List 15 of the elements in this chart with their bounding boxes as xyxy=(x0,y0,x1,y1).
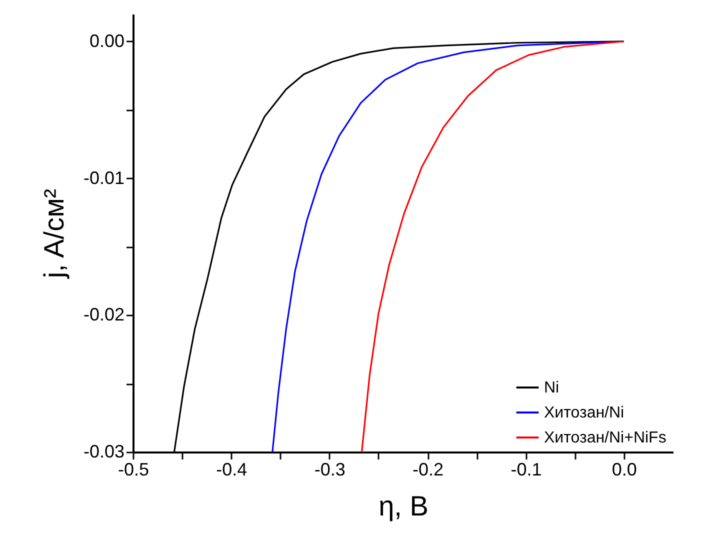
y-tick-label: -0.01 xyxy=(83,168,124,188)
legend-label: Ni xyxy=(544,380,560,396)
x-tick-label: -0.4 xyxy=(216,460,248,480)
x-tick-label: -0.1 xyxy=(510,460,542,480)
x-tick-label: -0.3 xyxy=(314,460,346,480)
x-tick-label: 0.0 xyxy=(612,460,637,480)
y-tick-label: -0.03 xyxy=(83,442,124,462)
y-tick-label: 0.00 xyxy=(89,30,124,51)
y-tick-label: -0.02 xyxy=(83,304,124,325)
legend-label: Хитозан/Ni+NiFs xyxy=(544,430,666,446)
y-axis-title: j, A/см² xyxy=(38,188,70,280)
x-tick-label: -0.5 xyxy=(118,460,150,480)
legend-label: Хитозан/Ni xyxy=(544,404,624,422)
x-tick-label: -0.2 xyxy=(412,460,444,480)
x-axis-title: η, B xyxy=(378,490,428,522)
